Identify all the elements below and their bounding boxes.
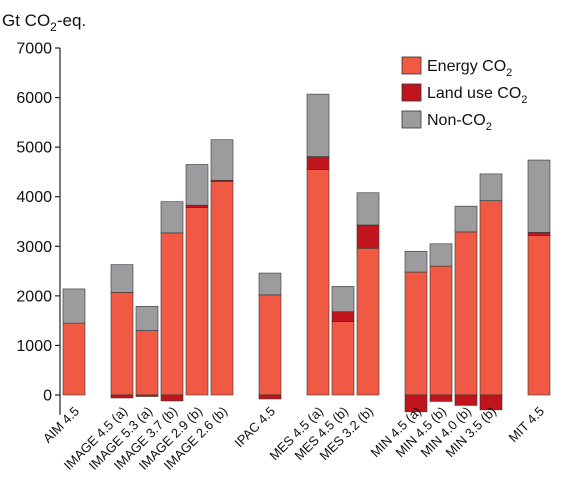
bar-segment-nonco2 [454,205,478,233]
bar-segment-land [527,232,551,236]
bar-stack [331,286,355,396]
legend-swatch-energy [401,56,422,75]
bar-segment-land [331,311,355,322]
y-tick-label: 6000 [16,90,52,107]
bar-segment-energy [527,235,551,396]
bar-segment-energy [306,169,330,396]
bar-segment-land [404,394,428,413]
bar-segment-energy [258,294,282,396]
legend: Energy CO2 Land use CO2 Non-CO2 [401,56,527,133]
bar-segment-land [306,156,330,170]
bar-segment-land [429,394,453,402]
bar-segment-nonco2 [479,173,503,201]
bar-segment-nonco2 [331,286,355,313]
bar-stack [454,205,478,406]
bar-segment-land [258,394,282,400]
legend-swatch-nonco2 [401,110,422,129]
bar-segment-land [135,394,159,397]
bar-segment-land [454,394,478,406]
legend-label-land: Land use CO2 [427,85,527,106]
bar-segment-energy [185,207,209,396]
bar-stack [527,159,551,396]
bar-segment-energy [479,200,503,396]
y-tick-label: 5000 [16,140,52,157]
x-tick-label: AIM 4.5 [40,404,82,446]
bar-segment-energy [210,181,234,396]
bar-segment-energy [404,271,428,396]
bar-segment-energy [160,232,184,396]
bar-segment-nonco2 [160,201,184,234]
bar-segment-energy [135,330,159,396]
bar-stack [258,272,282,400]
bar-stack [210,139,234,396]
bar-segment-nonco2 [404,250,428,273]
y-tick-label: 0 [43,388,52,405]
bar-segment-nonco2 [527,159,551,233]
bar-segment-energy [331,321,355,396]
legend-swatch-land [401,83,422,102]
bar-segment-land [160,394,184,402]
bar-segment-energy [454,231,478,396]
y-tick-label: 2000 [16,288,52,305]
bar-stack [160,201,184,402]
legend-label-energy: Energy CO2 [427,58,512,79]
bar-segment-nonco2 [429,243,453,267]
x-tick-label: MIT 4.5 [506,404,548,446]
y-axis: 0 1000 2000 3000 4000 5000 6000 7000 [16,41,61,415]
y-tick-label: 4000 [16,189,52,206]
bar-segment-nonco2 [185,164,209,206]
bar-stack [479,173,503,411]
bar-segment-nonco2 [356,192,380,226]
y-tick-label: 3000 [16,239,52,256]
bar-segment-land [356,224,380,249]
bar-stack [306,93,330,396]
bar-segment-nonco2 [258,272,282,296]
bar-stack [429,243,453,402]
x-tick-label: IPAC 4.5 [231,404,278,451]
bar-segment-land [185,204,209,208]
y-tick-label: 1000 [16,338,52,355]
bar-stack [356,192,380,396]
bar-stack [110,264,134,399]
bar-segment-energy [356,247,380,396]
bar-segment-land [479,394,503,411]
bar-segment-nonco2 [306,93,330,157]
legend-label-nonco2: Non-CO2 [427,112,492,133]
bars [62,93,551,413]
y-axis-label: Gt CO2-eq. [2,11,86,34]
bar-stack [135,305,159,397]
bar-stack [185,164,209,396]
bar-segment-nonco2 [62,288,86,324]
bar-segment-nonco2 [135,305,159,331]
bar-segment-nonco2 [110,264,134,293]
bar-segment-energy [429,265,453,396]
bar-segment-energy [62,322,86,396]
bar-segment-land [110,394,134,399]
y-tick-label: 7000 [16,41,52,58]
bar-stack [62,288,86,396]
bar-segment-nonco2 [210,139,234,181]
bar-segment-energy [110,292,134,396]
bar-stack [404,250,428,413]
